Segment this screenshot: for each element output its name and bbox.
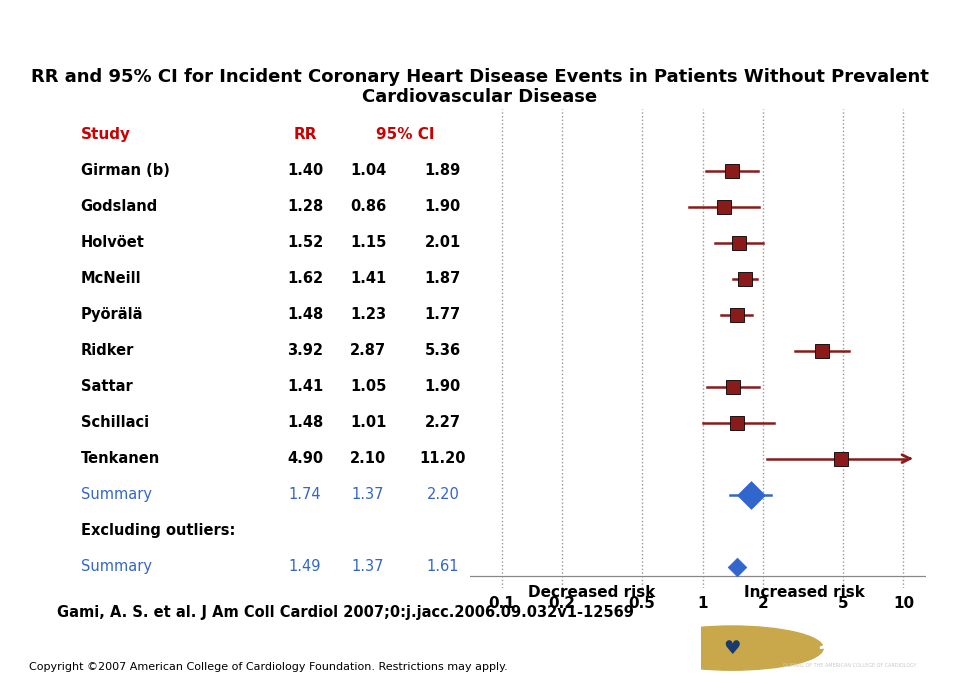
- Text: 1.41: 1.41: [350, 271, 386, 286]
- Text: JOURNAL OF THE AMERICAN COLLEGE OF CARDIOLOGY: JOURNAL OF THE AMERICAN COLLEGE OF CARDI…: [782, 663, 917, 668]
- Text: Copyright ©2007 American College of Cardiology Foundation. Restrictions may appl: Copyright ©2007 American College of Card…: [29, 661, 508, 672]
- Text: 2.10: 2.10: [350, 451, 386, 466]
- Text: ♥: ♥: [723, 639, 741, 657]
- Text: 1.05: 1.05: [349, 379, 386, 394]
- Text: 1.87: 1.87: [424, 271, 461, 286]
- Text: Study: Study: [81, 127, 131, 142]
- Text: 1.48: 1.48: [287, 307, 324, 322]
- Text: 0.86: 0.86: [350, 199, 386, 214]
- Text: 2.01: 2.01: [424, 235, 461, 250]
- Text: 1.37: 1.37: [351, 487, 384, 502]
- Text: 1.01: 1.01: [349, 415, 386, 430]
- Text: Tenkanen: Tenkanen: [81, 451, 160, 466]
- Text: 3.92: 3.92: [287, 343, 324, 358]
- Text: 95% CI: 95% CI: [376, 127, 435, 142]
- Point: [725, 381, 740, 392]
- Text: 2.20: 2.20: [426, 487, 459, 502]
- Text: 1.40: 1.40: [287, 163, 324, 178]
- Point: [716, 201, 732, 212]
- Text: 1.52: 1.52: [287, 235, 324, 250]
- Text: 1.37: 1.37: [351, 559, 384, 574]
- Text: 1.74: 1.74: [289, 487, 322, 502]
- Text: Schillaci: Schillaci: [81, 415, 149, 430]
- Text: 2.87: 2.87: [350, 343, 386, 358]
- Text: 11.20: 11.20: [420, 451, 467, 466]
- Text: 1.90: 1.90: [424, 199, 461, 214]
- Point: [729, 309, 744, 320]
- Text: 1.23: 1.23: [350, 307, 386, 322]
- Point: [724, 165, 739, 176]
- Text: Godsland: Godsland: [81, 199, 158, 214]
- Text: 1.90: 1.90: [424, 379, 461, 394]
- Text: Excluding outliers:: Excluding outliers:: [81, 523, 235, 538]
- Text: 5.36: 5.36: [424, 343, 461, 358]
- Text: Summary: Summary: [81, 559, 152, 574]
- Text: Increased risk: Increased risk: [744, 586, 865, 601]
- Text: 1.89: 1.89: [424, 163, 461, 178]
- Point: [737, 273, 753, 284]
- Text: 1.41: 1.41: [287, 379, 324, 394]
- Text: Pyörälä: Pyörälä: [81, 307, 143, 322]
- Circle shape: [641, 626, 824, 670]
- Text: 1.77: 1.77: [424, 307, 461, 322]
- Text: 1.61: 1.61: [426, 559, 459, 574]
- Text: Cardiovascular Disease: Cardiovascular Disease: [363, 88, 597, 106]
- Point: [743, 489, 758, 500]
- Point: [730, 561, 745, 572]
- Point: [814, 345, 829, 356]
- Point: [732, 237, 747, 248]
- Text: McNeill: McNeill: [81, 271, 141, 286]
- Text: Gami, A. S. et al. J Am Coll Cardiol 2007;0:j.jacc.2006.09.032v1-12569: Gami, A. S. et al. J Am Coll Cardiol 200…: [58, 605, 634, 620]
- Point: [729, 417, 744, 428]
- Text: Summary: Summary: [81, 487, 152, 502]
- Text: 1.28: 1.28: [287, 199, 324, 214]
- Text: Decreased risk: Decreased risk: [528, 586, 655, 601]
- Text: 4.90: 4.90: [287, 451, 324, 466]
- Text: Ridker: Ridker: [81, 343, 134, 358]
- Text: Girman (b): Girman (b): [81, 163, 170, 178]
- Text: JACC: JACC: [821, 629, 878, 649]
- Text: 1.04: 1.04: [350, 163, 386, 178]
- Text: Sattar: Sattar: [81, 379, 132, 394]
- Text: RR: RR: [294, 127, 317, 142]
- Text: 1.15: 1.15: [349, 235, 386, 250]
- Text: 1.48: 1.48: [287, 415, 324, 430]
- Text: 1.62: 1.62: [287, 271, 324, 286]
- Text: RR and 95% CI for Incident Coronary Heart Disease Events in Patients Without Pre: RR and 95% CI for Incident Coronary Hear…: [31, 68, 929, 86]
- Text: 1.49: 1.49: [289, 559, 322, 574]
- Point: [833, 453, 849, 464]
- Text: Holvöet: Holvöet: [81, 235, 145, 250]
- Text: 2.27: 2.27: [425, 415, 461, 430]
